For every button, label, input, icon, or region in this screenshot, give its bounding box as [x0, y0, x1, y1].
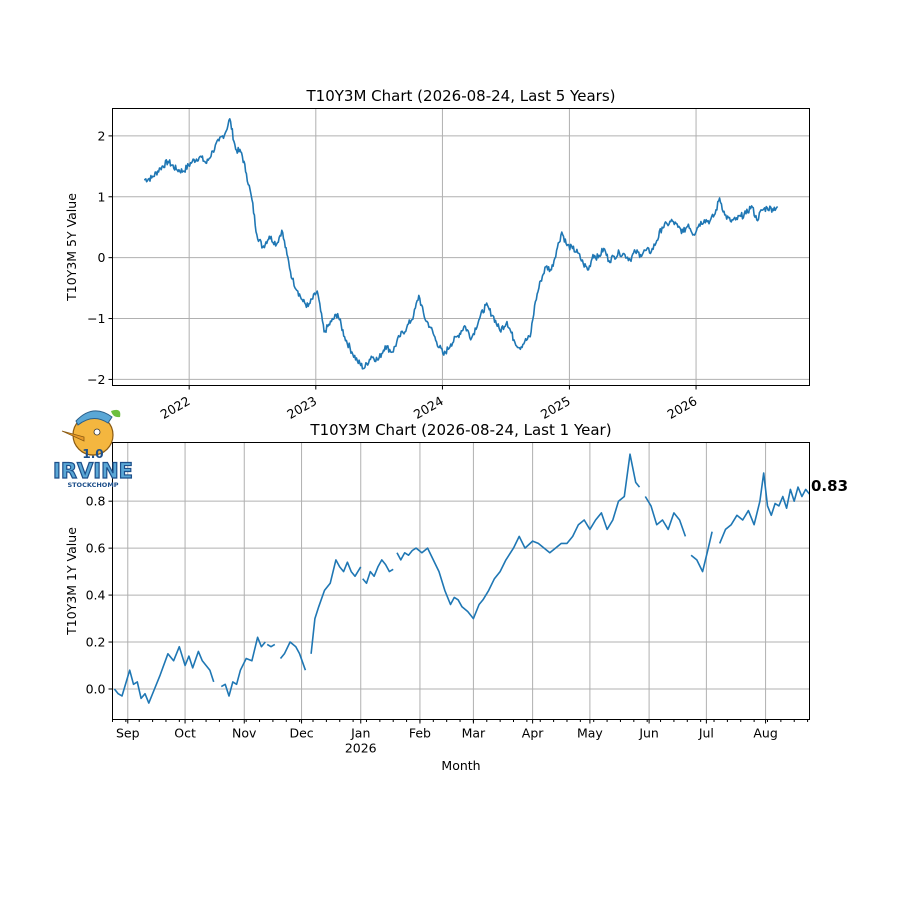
chart-1y-series-segment	[220, 636, 266, 697]
chart-1y-series-segment	[362, 559, 394, 585]
xtick-label: Nov	[232, 726, 257, 741]
chart-1y-series-segment	[266, 643, 276, 648]
chart-5y-series-line	[144, 118, 779, 370]
chart-1y-series-segment	[718, 472, 811, 544]
logo-subtitle: STOCKCHOMP	[67, 481, 118, 489]
chart-5y-grid	[112, 108, 810, 386]
xtick-label: 2022	[158, 393, 193, 422]
chart-1y: T10Y3M Chart (2026-08-24, Last 1 Year) 0…	[64, 421, 848, 773]
chart-5y-yticks: −2 −1 0 1 2	[87, 128, 113, 387]
xtick-label: 2026	[665, 393, 700, 422]
chart-1y-last-value-label: 0.83	[811, 477, 848, 495]
ytick-label: 0.6	[86, 541, 106, 556]
chart-5y-title: T10Y3M Chart (2026-08-24, Last 5 Years)	[306, 87, 616, 105]
ytick-label: 0	[98, 250, 106, 265]
xtick-label: 2024	[411, 393, 446, 422]
chart-1y-series-segment	[690, 531, 713, 573]
xtick-label: Jan	[350, 726, 370, 741]
xtick-label: Jun	[638, 726, 659, 741]
chart-1y-title: T10Y3M Chart (2026-08-24, Last 1 Year)	[309, 421, 611, 439]
chart-1y-series	[113, 453, 811, 704]
chart-1y-series-segment	[644, 496, 687, 537]
logo-title: IRVINE	[53, 459, 133, 483]
ytick-label: 1	[98, 189, 106, 204]
ytick-label: 0.0	[86, 681, 106, 696]
chart-1y-frame	[112, 442, 810, 720]
ytick-label: 0.2	[86, 635, 106, 650]
xtick-label: Mar	[462, 726, 486, 741]
chart-1y-series-segment	[113, 645, 215, 704]
xtick-label: Jul	[698, 726, 714, 741]
xtick-sublabel: 2026	[345, 741, 377, 756]
logo-leaf-icon	[111, 409, 121, 418]
xtick-label: Oct	[174, 726, 196, 741]
logo-version: 1.0	[82, 447, 103, 461]
ytick-label: 0.8	[86, 494, 106, 509]
chart-5y-ylabel: T10Y3M 5Y Value	[64, 193, 79, 302]
chart-5y-xticks: 2022 2023 2024 2025 2026	[158, 385, 700, 422]
xtick-label: Aug	[753, 726, 777, 741]
logo-mascot-hat	[75, 410, 113, 426]
chart-1y-xlabel: Month	[441, 758, 480, 773]
xtick-label: Apr	[522, 726, 544, 741]
irvine-stockchomp-logo: 1.0 IRVINE STOCKCHOMP	[52, 409, 134, 489]
xtick-label: 2023	[284, 393, 319, 422]
xtick-label: Sep	[116, 726, 140, 741]
chart-5y: T10Y3M Chart (2026-08-24, Last 5 Years) …	[64, 87, 810, 422]
chart-1y-series-segment	[310, 559, 362, 654]
chart-1y-series-segment	[396, 453, 641, 620]
chart-1y-ylabel: T10Y3M 1Y Value	[64, 527, 79, 636]
chart-1y-grid	[112, 442, 810, 720]
ytick-label: −2	[87, 372, 105, 387]
ytick-label: 2	[98, 128, 106, 143]
ytick-label: −1	[87, 311, 105, 326]
xtick-label: 2025	[538, 393, 573, 422]
logo-mascot-nose	[61, 430, 85, 442]
xtick-label: Dec	[289, 726, 313, 741]
xtick-label: May	[577, 726, 603, 741]
chart-1y-yticks: 0.0 0.2 0.4 0.6 0.8	[86, 494, 113, 696]
xtick-label: Feb	[409, 726, 431, 741]
chart-5y-frame	[112, 108, 810, 386]
chart-1y-series-segment	[279, 641, 307, 671]
logo-mascot-eye	[93, 428, 101, 436]
ytick-label: 0.4	[86, 588, 106, 603]
